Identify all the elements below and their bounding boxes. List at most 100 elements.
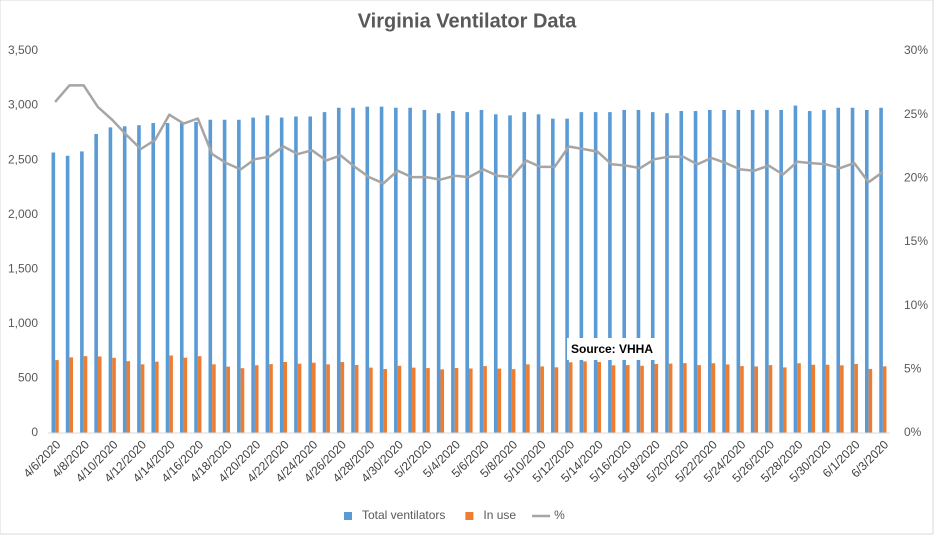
bar bbox=[69, 357, 74, 433]
bar bbox=[269, 364, 273, 433]
bar bbox=[408, 107, 412, 434]
bar bbox=[83, 356, 88, 433]
bar bbox=[611, 365, 616, 433]
bar bbox=[508, 115, 512, 433]
chart-title: Virginia Ventilator Data bbox=[358, 10, 577, 32]
bar bbox=[683, 363, 687, 433]
y2-tick-label: 30% bbox=[904, 43, 928, 57]
bar bbox=[654, 364, 659, 433]
bar bbox=[536, 114, 541, 433]
y2-tick-label: 25% bbox=[904, 107, 928, 121]
y2-tick-label: 20% bbox=[904, 171, 928, 185]
bar bbox=[454, 367, 459, 433]
legend-label: Total ventilators bbox=[362, 508, 445, 522]
annotation-box bbox=[567, 338, 657, 360]
bar bbox=[522, 112, 527, 434]
bar bbox=[825, 364, 830, 433]
bar bbox=[151, 123, 156, 433]
bar bbox=[483, 366, 487, 433]
bar bbox=[579, 112, 584, 434]
bar bbox=[51, 152, 56, 433]
bar bbox=[622, 109, 626, 434]
bar bbox=[283, 362, 288, 433]
bar bbox=[122, 126, 127, 434]
bar bbox=[383, 369, 387, 433]
bar bbox=[551, 118, 555, 433]
bar bbox=[811, 364, 816, 433]
bar bbox=[693, 111, 698, 434]
bar bbox=[279, 117, 284, 433]
bar bbox=[807, 111, 812, 434]
bar bbox=[308, 116, 313, 433]
bar bbox=[194, 121, 198, 433]
bar bbox=[708, 109, 712, 434]
bar bbox=[597, 362, 602, 433]
bar bbox=[240, 368, 245, 433]
bar bbox=[540, 366, 544, 433]
bar bbox=[736, 109, 741, 434]
bar bbox=[94, 133, 98, 433]
bar bbox=[208, 119, 213, 433]
legend-label: % bbox=[554, 508, 565, 522]
bar bbox=[237, 119, 241, 433]
bar bbox=[336, 107, 341, 434]
bar bbox=[169, 355, 173, 433]
bar bbox=[679, 111, 684, 434]
bar bbox=[165, 123, 170, 433]
bar bbox=[254, 365, 259, 433]
bar bbox=[369, 367, 373, 433]
bar bbox=[822, 109, 826, 434]
bar bbox=[465, 112, 469, 434]
bar bbox=[155, 361, 159, 433]
y2-tick-label: 5% bbox=[904, 362, 922, 376]
y-tick-label: 1,000 bbox=[8, 316, 38, 330]
y-tick-label: 1,500 bbox=[8, 261, 38, 275]
bar bbox=[850, 107, 855, 434]
bar bbox=[882, 366, 887, 433]
y-tick-label: 0 bbox=[31, 425, 38, 439]
bar bbox=[583, 361, 587, 433]
y2-tick-label: 10% bbox=[904, 298, 928, 312]
bar bbox=[768, 365, 773, 433]
bar bbox=[97, 356, 102, 433]
bar bbox=[140, 364, 145, 433]
bar bbox=[212, 364, 216, 433]
bar bbox=[379, 106, 384, 434]
bar bbox=[55, 360, 59, 433]
bar bbox=[625, 365, 630, 433]
bar bbox=[854, 364, 858, 433]
legend-label: In use bbox=[483, 508, 516, 522]
bar bbox=[322, 112, 327, 434]
bar bbox=[411, 367, 416, 433]
bar bbox=[108, 127, 113, 434]
bar bbox=[297, 363, 302, 433]
bar bbox=[765, 109, 769, 434]
bar bbox=[422, 109, 427, 434]
bar bbox=[294, 116, 298, 433]
bar bbox=[426, 368, 430, 433]
y-tick-label: 2,500 bbox=[8, 152, 38, 166]
bar bbox=[725, 364, 730, 433]
bar bbox=[793, 105, 798, 434]
bar bbox=[436, 113, 441, 433]
bar bbox=[354, 365, 359, 433]
bar bbox=[511, 369, 516, 433]
bar bbox=[636, 109, 641, 434]
legend-swatch bbox=[344, 512, 352, 520]
bar bbox=[668, 363, 673, 433]
bar bbox=[554, 367, 559, 433]
bar bbox=[351, 107, 355, 434]
bar bbox=[183, 357, 188, 433]
bar bbox=[608, 112, 612, 434]
y2-tick-label: 0% bbox=[904, 425, 922, 439]
y-tick-label: 2,000 bbox=[8, 207, 38, 221]
bar bbox=[526, 364, 530, 433]
bar bbox=[665, 113, 669, 433]
bar bbox=[265, 115, 270, 433]
bar bbox=[340, 362, 345, 433]
bar bbox=[864, 109, 869, 434]
bar bbox=[451, 111, 455, 434]
bar bbox=[65, 155, 70, 433]
bar bbox=[197, 356, 202, 433]
